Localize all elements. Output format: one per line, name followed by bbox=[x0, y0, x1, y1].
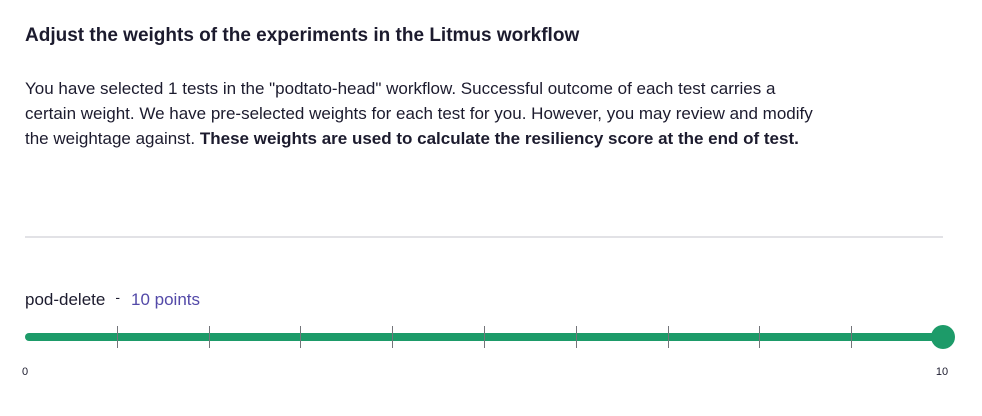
page-title: Adjust the weights of the experiments in… bbox=[25, 25, 580, 46]
description-text: You have selected 1 tests in the "podtat… bbox=[25, 79, 813, 148]
slider-max-label: 10 bbox=[935, 366, 949, 378]
slider-tick bbox=[117, 326, 118, 348]
weights-panel: Adjust the weights of the experiments in… bbox=[22, 0, 955, 416]
section-divider bbox=[25, 236, 943, 238]
slider-tick bbox=[759, 326, 760, 348]
workflow-description: You have selected 1 tests in the "podtat… bbox=[25, 76, 830, 151]
slider-tick bbox=[484, 326, 485, 348]
slider-thumb[interactable] bbox=[931, 325, 955, 349]
slider-tick bbox=[668, 326, 669, 348]
description-emphasis: These weights are used to calculate the … bbox=[199, 129, 799, 148]
slider-tick bbox=[576, 326, 577, 348]
slider-tick bbox=[209, 326, 210, 348]
slider-tick bbox=[851, 326, 852, 348]
slider-tick bbox=[300, 326, 301, 348]
experiment-weight-header: pod-delete - 10 points bbox=[25, 288, 200, 312]
experiment-points: 10 points bbox=[131, 290, 201, 309]
experiment-name: pod-delete bbox=[25, 290, 106, 309]
name-points-separator: - bbox=[115, 289, 121, 305]
slider-tick bbox=[392, 326, 393, 348]
weight-slider[interactable] bbox=[25, 324, 955, 350]
slider-min-label: 0 bbox=[21, 366, 29, 378]
